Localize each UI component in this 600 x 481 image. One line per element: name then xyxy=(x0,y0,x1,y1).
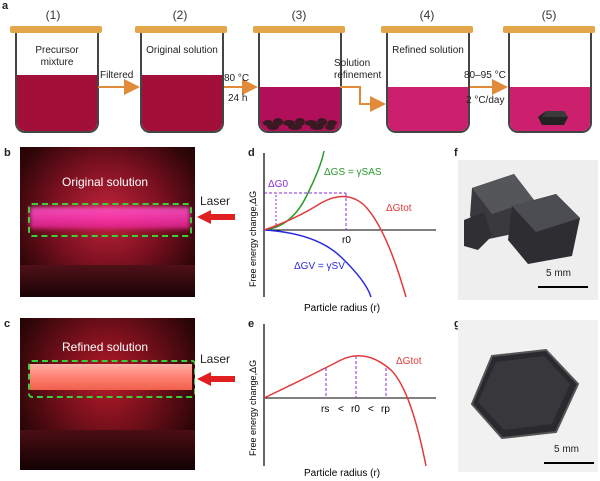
d-label-g0: ΔG0 xyxy=(268,179,288,190)
e-label-rp: rp xyxy=(381,404,390,415)
panel-label-b: b xyxy=(4,147,11,159)
arrow-3 xyxy=(340,86,386,112)
highlight-box-b xyxy=(28,203,192,237)
d-surface-curve xyxy=(263,150,325,231)
step-number-1: (1) xyxy=(45,8,61,22)
e-total-curve xyxy=(263,355,427,467)
panel-label-d: d xyxy=(248,147,255,159)
beaker-cap-4 xyxy=(381,26,473,33)
beaker-2-label: Original solution xyxy=(146,45,218,56)
beaker-cap-1 xyxy=(10,26,102,33)
d-label-r0: r0 xyxy=(342,235,351,246)
e-ylabel: Free energy change,ΔG xyxy=(248,360,258,456)
d-label-gv: ΔGV = γSV xyxy=(294,261,345,272)
beaker-2: Original solution xyxy=(140,33,224,133)
e-label-r0: r0 xyxy=(351,404,360,415)
arrow-label-refinement: Solution refinement xyxy=(334,58,382,81)
arrow-label-rate: 2 °C/day xyxy=(466,95,505,106)
d-label-gtot: ΔGtot xyxy=(386,203,412,214)
scale-label-f: 5 mm xyxy=(546,268,571,279)
laser-beam-scattered xyxy=(30,207,190,229)
photo-original-solution: Original solution xyxy=(20,147,195,297)
panel-label-a: a xyxy=(2,0,9,12)
e-label-lt1: < xyxy=(338,404,344,415)
arrow-label-temp-80: 80 °C xyxy=(224,73,250,84)
d-xlabel: Particle radius (r) xyxy=(304,303,380,314)
beaker-3 xyxy=(258,33,342,133)
scale-bar-g xyxy=(544,462,594,464)
beaker-1-label: Precursor mixture xyxy=(35,45,79,68)
beaker-5-liquid xyxy=(510,87,590,131)
photo-crystal-g: 5 mm xyxy=(458,320,598,472)
beaker-cap-2 xyxy=(135,26,227,33)
process-arrows xyxy=(98,79,508,112)
step-number-5: (5) xyxy=(541,8,557,22)
d-volume-curve xyxy=(263,229,372,298)
e-xlabel: Particle radius (r) xyxy=(304,468,380,479)
beaker-cap-3 xyxy=(253,26,345,33)
graph-d: Free energy change,ΔG Particle radius (r… xyxy=(248,150,436,314)
photo-crystals-f: 5 mm xyxy=(458,160,598,300)
graph-e: Free energy change,ΔG Particle radius (r… xyxy=(248,324,436,479)
beaker-4-label: Refined solution xyxy=(392,45,464,56)
arrow-label-temp-range: 80–95 °C xyxy=(464,70,506,81)
highlight-box-c xyxy=(28,360,195,398)
beaker-5 xyxy=(508,33,592,133)
photo-refined-solution: Refined solution xyxy=(20,318,195,470)
e-label-lt2: < xyxy=(368,404,374,415)
laser-arrow-c xyxy=(197,372,235,386)
laser-arrow-b xyxy=(197,210,235,224)
laser-beam-clear xyxy=(30,364,192,390)
photo-c-title: Refined solution xyxy=(62,340,149,354)
beaker-cap-5 xyxy=(503,26,595,33)
hexagonal-crystal xyxy=(470,348,580,440)
glass-bottom xyxy=(20,265,195,297)
glass-bottom-c xyxy=(20,430,195,470)
arrow-label-filtered: Filtered xyxy=(100,70,134,81)
e-label-gtot: ΔGtot xyxy=(396,356,422,367)
precipitate-particles xyxy=(263,118,337,130)
photo-b-title: Original solution xyxy=(62,175,149,189)
scale-bar-f xyxy=(538,286,588,288)
panel-label-c: c xyxy=(4,318,11,330)
step-number-4: (4) xyxy=(419,8,435,22)
d-total-curve xyxy=(263,195,407,298)
laser-label-c: Laser xyxy=(200,352,231,366)
laser-label-b: Laser xyxy=(200,194,231,208)
d-label-gs: ΔGS = γSAS xyxy=(324,167,382,178)
panel-label-e: e xyxy=(248,318,255,330)
step-number-3: (3) xyxy=(291,8,307,22)
beaker-2-liquid xyxy=(142,75,222,131)
arrow-label-24h: 24 h xyxy=(228,93,248,104)
panel-label-g: g xyxy=(454,318,461,330)
step-number-2: (2) xyxy=(172,8,188,22)
beaker-4: Refined solution xyxy=(386,33,470,133)
scale-label-g: 5 mm xyxy=(554,444,579,455)
e-label-rs: rs xyxy=(321,404,329,415)
beaker-1: Precursor mixture xyxy=(15,33,99,133)
beaker-3-liquid xyxy=(260,87,340,131)
panel-label-f: f xyxy=(454,147,458,159)
d-ylabel: Free energy change,ΔG xyxy=(248,191,258,287)
beaker-1-liquid xyxy=(17,75,97,131)
beaker-4-liquid xyxy=(388,87,468,131)
crystal-pieces xyxy=(464,174,580,264)
